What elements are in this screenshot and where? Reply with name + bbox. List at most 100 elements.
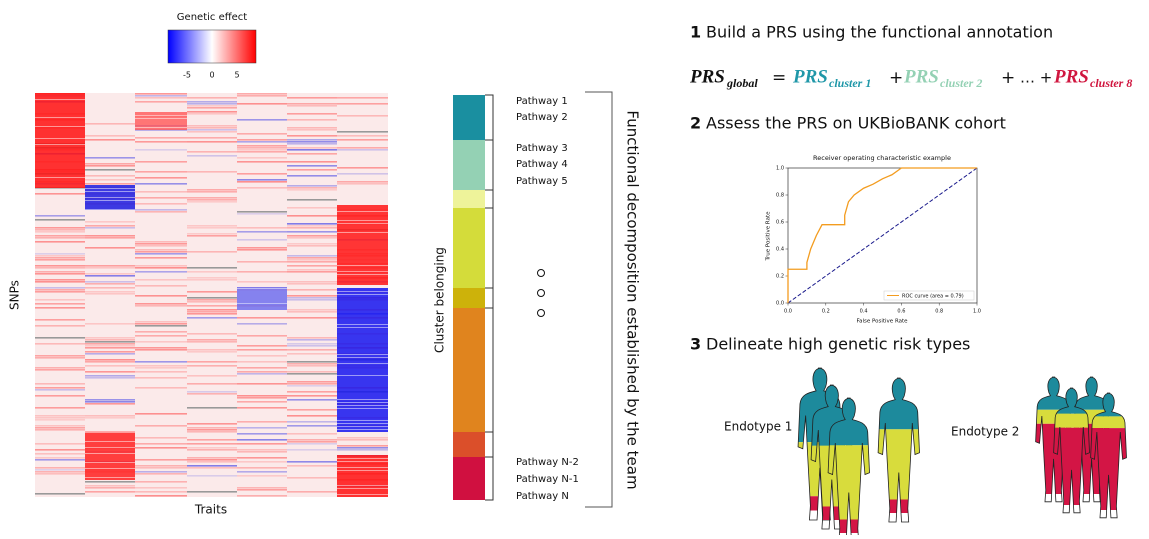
heatmap-row (35, 177, 85, 178)
heatmap-row (287, 399, 337, 401)
heatmap-row (135, 473, 187, 475)
heatmap-row (187, 97, 237, 99)
formula-op: = (772, 68, 786, 88)
formula-sub: cluster 8 (1090, 76, 1132, 90)
heatmap-row (135, 115, 187, 116)
heatmap-row (35, 367, 85, 369)
heatmap-row (187, 105, 237, 107)
heatmap-row (287, 135, 337, 137)
heatmap-row (237, 433, 287, 435)
heatmap-row (337, 420, 388, 421)
heatmap-row (135, 347, 187, 349)
heatmap-row (287, 391, 337, 393)
heatmap-row (85, 221, 135, 223)
heatmap-row (287, 421, 337, 423)
heatmap-row (287, 235, 337, 237)
heatmap-row (187, 227, 237, 229)
heatmap-row (85, 415, 135, 417)
heatmap-row (237, 147, 287, 149)
heatmap-row (35, 343, 85, 345)
heatmap-row (337, 447, 388, 449)
cluster-label: Cluster belonging (433, 247, 447, 353)
heatmap-row (237, 449, 287, 451)
heatmap-row (85, 281, 135, 283)
heatmap-row (337, 135, 388, 137)
heatmap-row (287, 103, 337, 105)
heatmap-row (187, 141, 237, 143)
heatmap-row (237, 355, 287, 357)
ellipsis-dot (538, 270, 545, 277)
heatmap-row (287, 215, 337, 217)
formula-sub: cluster 2 (940, 76, 982, 90)
formula-op: … + (1020, 69, 1052, 87)
heatmap-row (337, 173, 388, 175)
heatmap-row (287, 439, 337, 441)
y-tick-label: 0.4 (776, 247, 784, 253)
heatmap-row (35, 325, 85, 327)
heatmap-row (287, 153, 337, 155)
heatmap-row (237, 227, 287, 229)
heatmap-row (187, 197, 237, 199)
heatmap-row (237, 95, 287, 97)
heatmap-row (35, 389, 85, 391)
heatmap-row (287, 373, 337, 375)
heatmap-row (135, 325, 187, 327)
heatmap-row (135, 331, 187, 333)
heatmap-row (187, 107, 237, 109)
heatmap-row (287, 141, 337, 143)
heatmap-row (85, 375, 135, 377)
heatmap-row (337, 426, 388, 427)
heatmap-row (287, 443, 337, 445)
heatmap-row (85, 175, 135, 177)
heatmap-row (237, 349, 287, 351)
heatmap-row (237, 281, 287, 283)
heatmap-row (35, 235, 85, 237)
formula-term: PRS (1053, 66, 1089, 87)
step-number: 1 (690, 23, 701, 42)
heatmap-row (237, 173, 287, 175)
heatmap-row (287, 257, 337, 259)
heatmap-row (287, 491, 337, 493)
heatmap-row (287, 187, 337, 189)
heatmap-row (85, 323, 135, 325)
heatmap-row (135, 305, 187, 307)
roc-x-label: False Positive Rate (856, 319, 908, 325)
heatmap-row (237, 451, 287, 453)
heatmap-row (135, 177, 187, 179)
heatmap-row (135, 335, 187, 337)
heatmap-row (187, 465, 237, 467)
heatmap-row (237, 261, 287, 263)
heatmap-row (35, 259, 85, 261)
heatmap-row (287, 343, 337, 345)
heatmap-row (337, 467, 388, 468)
heatmap-row (187, 317, 237, 319)
heatmap-row (287, 415, 337, 417)
x-tick-label: 0.8 (935, 309, 943, 315)
heatmap-row (135, 101, 187, 103)
heatmap-row (237, 467, 287, 469)
heatmap-row (287, 265, 337, 267)
colorbar-tick: 5 (234, 71, 239, 80)
formula-term: PRS (792, 66, 828, 87)
heatmap-row (187, 427, 237, 429)
heatmap-row (135, 197, 187, 199)
colorbar-tick: -5 (183, 71, 191, 80)
heatmap-row (337, 181, 388, 183)
heatmap-row (337, 324, 388, 325)
heatmap-row (287, 385, 337, 387)
heatmap-row (135, 341, 187, 343)
heatmap-row (35, 299, 85, 301)
heatmap-row (337, 103, 388, 105)
heatmap-row (187, 431, 237, 433)
heatmap-row (85, 283, 135, 285)
heatmap-row (187, 447, 237, 449)
heatmap-row (337, 354, 388, 355)
pathway-label: Pathway N-1 (516, 474, 579, 485)
heatmap-row (237, 303, 287, 304)
heatmap-row (35, 427, 85, 429)
heatmap-row (35, 357, 85, 359)
heatmap-row (287, 425, 337, 427)
pathway-label: Pathway 3 (516, 143, 568, 154)
heatmap-row (35, 273, 85, 275)
heatmap-row (237, 427, 287, 429)
